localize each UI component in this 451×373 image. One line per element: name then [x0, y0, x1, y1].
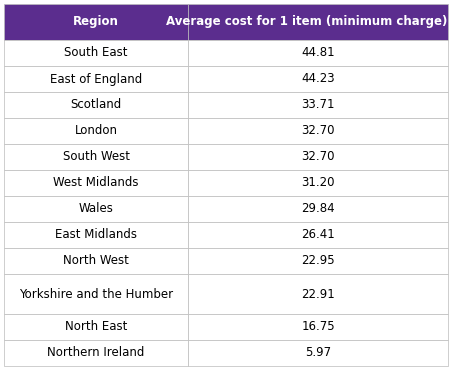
- Text: Region: Region: [73, 16, 119, 28]
- Bar: [4, 118, 188, 144]
- Text: 32.70: 32.70: [301, 150, 334, 163]
- Text: Scotland: Scotland: [70, 98, 121, 112]
- Bar: [188, 66, 447, 92]
- Bar: [188, 144, 447, 170]
- Bar: [4, 170, 188, 196]
- Bar: [4, 340, 188, 366]
- Bar: [4, 248, 188, 274]
- Text: East Midlands: East Midlands: [55, 229, 137, 241]
- Text: South East: South East: [64, 47, 128, 60]
- Text: North West: North West: [63, 254, 129, 267]
- Text: 22.91: 22.91: [300, 288, 334, 301]
- Bar: [188, 4, 447, 40]
- Text: 44.23: 44.23: [301, 72, 334, 85]
- Bar: [4, 222, 188, 248]
- Text: Yorkshire and the Humber: Yorkshire and the Humber: [19, 288, 173, 301]
- Text: Average cost for 1 item (minimum charge) (£): Average cost for 1 item (minimum charge)…: [166, 16, 451, 28]
- Bar: [4, 40, 188, 66]
- Text: 31.20: 31.20: [301, 176, 334, 189]
- Text: 29.84: 29.84: [301, 203, 334, 216]
- Bar: [188, 222, 447, 248]
- Bar: [188, 92, 447, 118]
- Bar: [188, 196, 447, 222]
- Text: West Midlands: West Midlands: [53, 176, 138, 189]
- Text: 26.41: 26.41: [300, 229, 334, 241]
- Bar: [4, 314, 188, 340]
- Text: Wales: Wales: [78, 203, 113, 216]
- Bar: [4, 4, 188, 40]
- Bar: [188, 170, 447, 196]
- Text: London: London: [74, 125, 117, 138]
- Bar: [188, 118, 447, 144]
- Bar: [188, 314, 447, 340]
- Bar: [188, 274, 447, 314]
- Bar: [4, 274, 188, 314]
- Bar: [4, 196, 188, 222]
- Bar: [188, 248, 447, 274]
- Bar: [188, 40, 447, 66]
- Text: South West: South West: [63, 150, 129, 163]
- Bar: [4, 144, 188, 170]
- Text: North East: North East: [65, 320, 127, 333]
- Bar: [4, 66, 188, 92]
- Text: 44.81: 44.81: [301, 47, 334, 60]
- Bar: [188, 340, 447, 366]
- Text: 16.75: 16.75: [301, 320, 334, 333]
- Text: 33.71: 33.71: [301, 98, 334, 112]
- Bar: [4, 92, 188, 118]
- Text: 32.70: 32.70: [301, 125, 334, 138]
- Text: Northern Ireland: Northern Ireland: [47, 347, 144, 360]
- Text: 5.97: 5.97: [304, 347, 331, 360]
- Text: East of England: East of England: [50, 72, 142, 85]
- Text: 22.95: 22.95: [301, 254, 334, 267]
